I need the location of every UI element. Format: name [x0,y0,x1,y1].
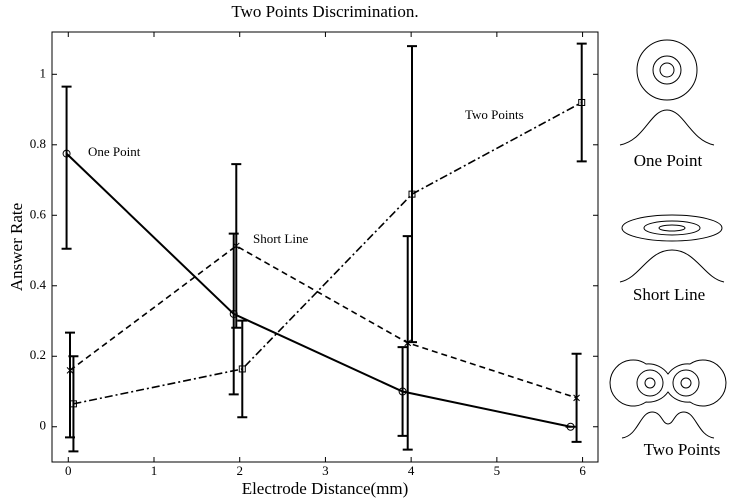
shape [619,249,725,283]
y-tick-label: 0.8 [30,136,46,151]
annotation: Two Points [465,107,524,122]
error-bar [576,42,587,163]
y-tick-label: 0.2 [30,347,46,362]
marker [573,394,580,402]
shape [609,359,727,407]
marker [66,367,74,374]
x-tick-label: 4 [408,463,415,478]
illustrations: One Point Short Line Two Points [609,39,727,459]
marker [408,190,416,198]
y-tick-label: 0 [40,418,47,433]
y-tick-label: 1 [40,65,47,80]
shape [621,214,723,242]
shape [658,224,686,232]
shape [672,369,700,397]
y-tick-label: 0.4 [30,277,47,292]
marker [398,387,407,396]
annotation: One Point [88,144,141,159]
annotation: Short Line [253,231,308,246]
shape [652,55,682,85]
x-tick-label: 3 [322,463,329,478]
shape [659,62,675,78]
marker [566,422,575,431]
x-tick-label: 1 [151,463,158,478]
shape [636,39,698,101]
marker [232,242,240,250]
shape [680,377,692,389]
shape [636,369,664,397]
chart-title: Two Points Discrimination. [231,2,418,21]
shape [643,220,701,236]
marker [69,400,77,408]
y-tick-label: 0.6 [30,206,47,221]
series-line [69,244,577,399]
error-bar [68,355,79,453]
y-axis-label: Answer Rate [7,203,26,291]
illustration-label: Two Points [644,440,721,459]
shape [621,411,715,439]
error-bar [237,319,248,419]
x-tick-label: 5 [494,463,501,478]
error-bar [61,85,72,250]
shape [644,377,656,389]
illustration-label: Short Line [633,285,705,304]
marker [62,149,71,158]
illustration-label: One Point [634,151,703,170]
marker [578,98,586,106]
series-line [73,101,583,405]
marker [238,365,246,373]
x-tick-label: 0 [65,463,72,478]
series-line [65,152,571,428]
error-bar [407,45,417,344]
x-tick-label: 2 [236,463,243,478]
x-tick-label: 6 [579,463,586,478]
error-bar [397,346,408,437]
x-axis-label: Electrode Distance(mm) [242,479,409,498]
plot-frame [51,31,599,463]
shape [619,109,715,146]
